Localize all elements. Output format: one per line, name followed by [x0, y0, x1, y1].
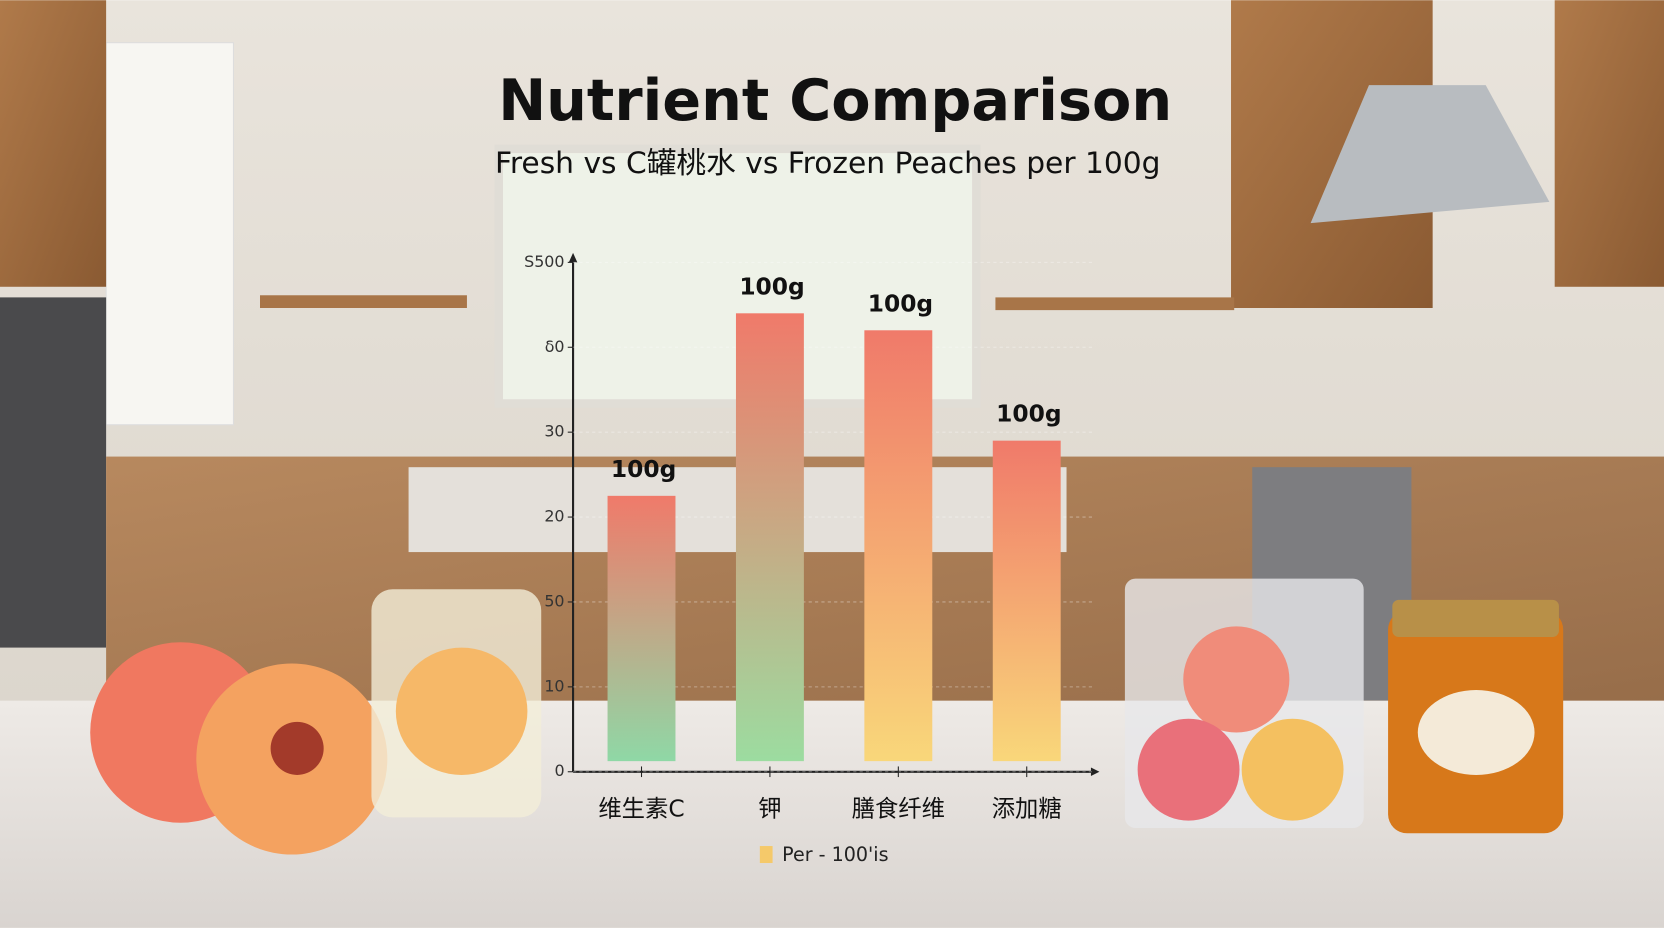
bar — [864, 330, 933, 762]
bar — [735, 313, 804, 762]
x-tick-label: 钾 — [758, 794, 781, 822]
bar-label: 100g — [996, 400, 1061, 428]
x-axis-arrow — [1090, 767, 1100, 776]
y-tick-label: 50 — [544, 591, 564, 610]
legend-swatch — [759, 846, 773, 864]
bar-label: 100g — [868, 289, 933, 317]
chart-subtitle: Fresh vs C罐桃水 vs Frozen Peaches per 100g — [495, 146, 1161, 181]
bar-label: 100g — [611, 455, 676, 483]
x-tick-label: 添加糖 — [992, 794, 1062, 822]
bar — [992, 440, 1061, 762]
bar-label: 100g — [739, 272, 804, 300]
x-tick-label: 膳食纤维 — [852, 794, 945, 822]
y-tick-label: 20 — [544, 507, 564, 526]
y-axis-arrow — [568, 252, 578, 263]
legend-label: Per - 100'is — [782, 843, 888, 866]
y-tick-label: 0 — [554, 761, 564, 780]
chart-title: Nutrient Comparison — [498, 67, 1172, 134]
y-tick-label: 30 — [544, 422, 564, 441]
bar — [607, 495, 676, 762]
y-tick-label: 10 — [544, 676, 564, 695]
y-tick-label: S500 — [524, 252, 564, 271]
x-tick-label: 维生素C — [598, 794, 684, 822]
y-tick-label: δ0 — [545, 337, 565, 356]
